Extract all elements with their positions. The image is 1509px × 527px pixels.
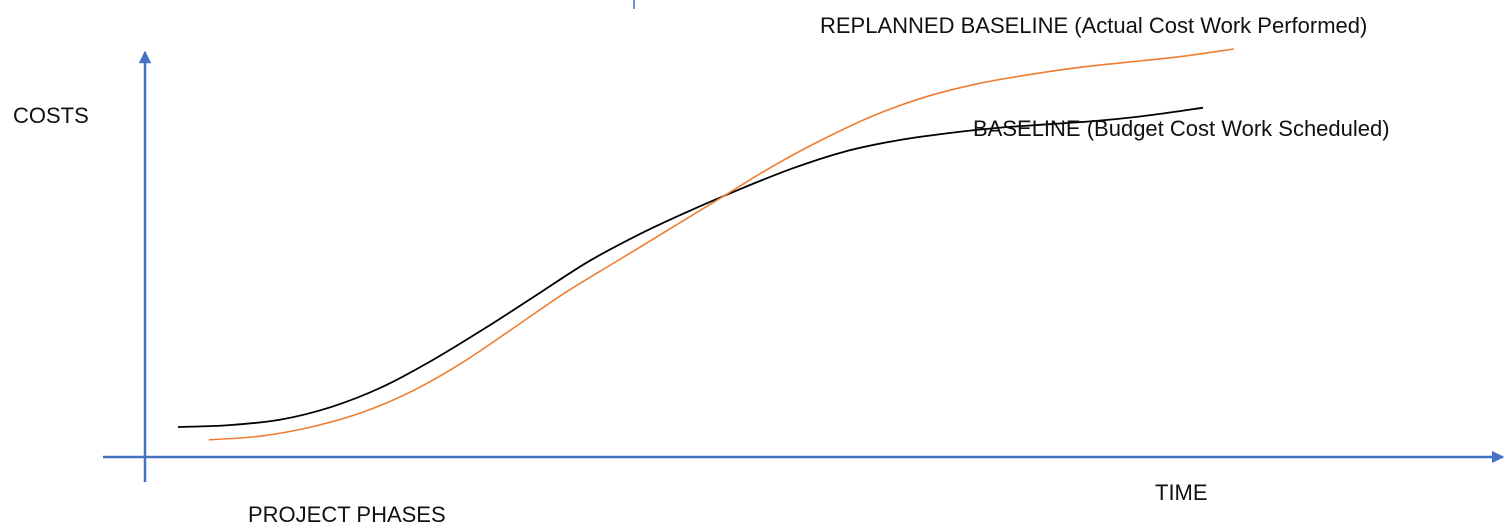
series-line-replanned-baseline (208, 48, 1234, 441)
x-axis-label: TIME (1155, 480, 1208, 505)
series-label-baseline: BASELINE (Budget Cost Work Scheduled) (973, 116, 1390, 141)
x-axis-caption: PROJECT PHASES (248, 502, 446, 527)
series-layer (177, 48, 1234, 441)
series-label-replanned-baseline: REPLANNED BASELINE (Actual Cost Work Per… (820, 13, 1367, 38)
series-line-baseline (177, 106, 1204, 428)
y-axis-label: COSTS (13, 103, 89, 128)
